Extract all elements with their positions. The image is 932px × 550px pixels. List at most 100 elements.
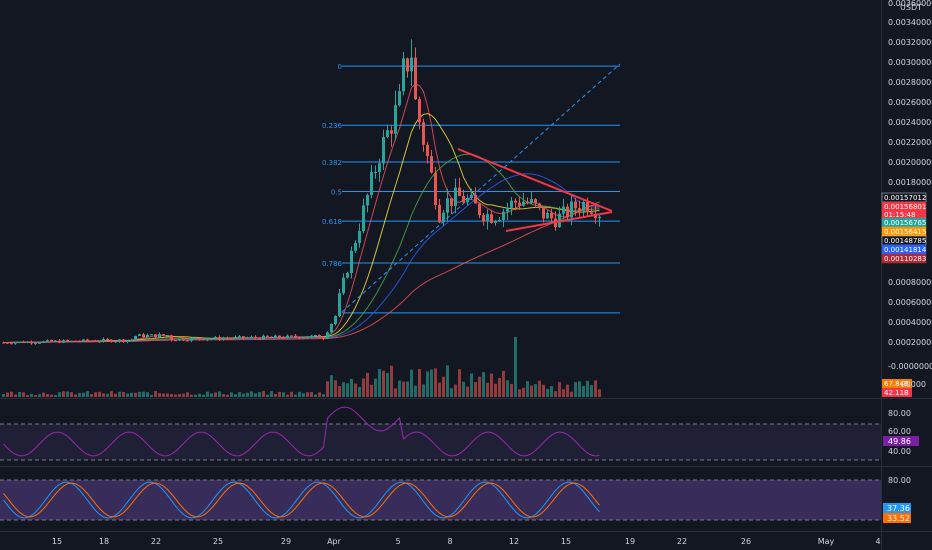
- candle-body: [186, 340, 189, 342]
- candle-body: [286, 335, 289, 339]
- candle-body: [526, 201, 529, 203]
- candle-body: [510, 200, 513, 208]
- candle-body: [182, 338, 185, 341]
- candle-body: [438, 205, 441, 223]
- moving-average-line: [3, 201, 600, 343]
- volume-bar: [342, 382, 345, 397]
- time-axis[interactable]: 15 18 22 25 29 Apr 5 8 12 15 19 22 26 May 4: [52, 537, 881, 546]
- volume-bar: [446, 365, 449, 397]
- candle-body: [478, 203, 481, 216]
- volume-bar: [34, 394, 37, 397]
- volume-bar: [558, 382, 561, 397]
- candle-body: [450, 198, 453, 206]
- volume-bar: [126, 393, 129, 397]
- candle-body: [530, 199, 533, 203]
- price-tick: 0.00280000: [888, 78, 932, 87]
- volume-badge: [882, 379, 912, 388]
- price-tick: 0.00360000: [888, 0, 932, 8]
- candle-body: [58, 340, 61, 343]
- volume-bar: [478, 376, 481, 397]
- volume-bar: [70, 392, 73, 397]
- candle-body: [138, 334, 141, 337]
- fib-level-label: 0.618: [322, 218, 342, 226]
- volume-bar: [78, 392, 81, 397]
- rsi-tick-80: 80.00: [888, 409, 911, 418]
- volume-bar: [122, 391, 125, 397]
- volume-bar: [298, 391, 301, 397]
- candle-body: [174, 340, 177, 342]
- candle-body: [298, 337, 301, 339]
- volume-bar: [26, 394, 29, 397]
- volume-bar: [246, 392, 249, 397]
- time-tick: 15: [52, 537, 62, 546]
- time-tick: Apr: [327, 537, 342, 546]
- candle-body: [582, 202, 585, 212]
- volume-bar: [222, 394, 225, 397]
- price-tick: 0.00260000: [888, 98, 932, 107]
- fib-level-label: 0.382: [322, 159, 342, 167]
- volume-bar: [530, 385, 533, 397]
- stoch-k-text: 37.36: [887, 504, 910, 513]
- candle-body: [390, 130, 393, 134]
- moving-average-line: [3, 173, 600, 343]
- volume-bar: [438, 382, 441, 397]
- candle-body: [106, 339, 109, 341]
- candle-body: [266, 335, 269, 337]
- volume-bar: [590, 385, 593, 397]
- volume-bar: [206, 391, 209, 397]
- volume-badge-text: 67.84B: [884, 380, 909, 388]
- candle-body: [250, 336, 253, 338]
- moving-average-line: [3, 153, 600, 343]
- candle-body: [330, 323, 333, 333]
- volume-bar: [82, 392, 85, 397]
- volume-bar: [402, 381, 405, 397]
- candle-body: [90, 340, 93, 342]
- candle-body: [386, 130, 389, 138]
- volume-bar: [394, 388, 397, 397]
- candle-body: [222, 338, 225, 340]
- candle-body: [158, 334, 161, 338]
- candle-body: [118, 339, 121, 342]
- candles: [2, 39, 601, 345]
- candle-body: [14, 342, 17, 344]
- volume-bar: [482, 372, 485, 397]
- candle-body: [314, 335, 317, 337]
- price-tick: 0.00300000: [888, 58, 932, 67]
- candle-body: [346, 273, 349, 278]
- candle-body: [494, 221, 497, 223]
- volume-bar: [102, 393, 105, 397]
- time-tick: 19: [625, 537, 635, 546]
- volume-bar: [262, 391, 265, 397]
- triangle-upper-line: [457, 148, 613, 212]
- triangle-pattern[interactable]: [457, 148, 613, 232]
- price-tick: 0.00220000: [888, 138, 932, 147]
- volume-bar: [398, 380, 401, 397]
- volume-bar: [90, 394, 93, 397]
- volume-bar: [18, 392, 21, 397]
- candle-body: [350, 250, 353, 274]
- volume-bar: [166, 393, 169, 397]
- candle-body: [550, 212, 553, 219]
- volume-bar: [486, 382, 489, 397]
- candle-body: [538, 203, 541, 207]
- fib-retracement[interactable]: 0 0.236 0.382 0.5 0.618 0.786: [322, 63, 620, 314]
- time-tick: May: [818, 537, 835, 546]
- volume-bar: [170, 394, 173, 397]
- candle-body: [270, 336, 273, 338]
- volume-bar: [434, 368, 437, 397]
- volume-bar: [134, 392, 137, 397]
- candle-body: [406, 58, 409, 72]
- candle-body: [62, 340, 65, 343]
- volume-bar: [294, 394, 297, 397]
- volume-bar: [362, 378, 365, 397]
- candle-body: [566, 206, 569, 218]
- rsi-tick-60: 60.00: [888, 427, 911, 436]
- price-tick: 0.00040000: [888, 318, 932, 327]
- rsi-line: [3, 406, 600, 457]
- candle-body: [242, 336, 245, 339]
- volume-bar: [386, 373, 389, 397]
- time-tick: 26: [741, 537, 751, 546]
- price-axis[interactable]: USDT 0.00360000 0.00340000 0.00320000 0.003…: [881, 0, 932, 397]
- volume-bar: [582, 385, 585, 397]
